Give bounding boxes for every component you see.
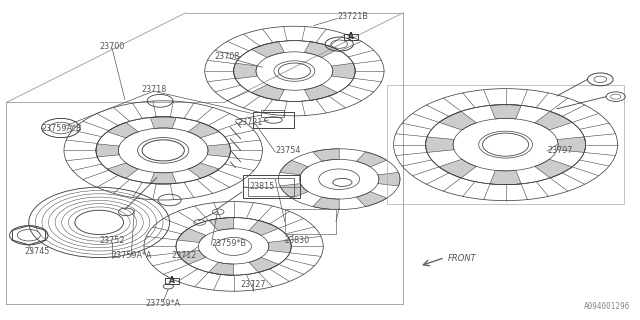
Wedge shape [150,117,176,128]
Text: 23759A*A: 23759A*A [111,252,152,260]
Wedge shape [332,63,355,79]
Wedge shape [268,240,291,253]
Wedge shape [252,84,284,100]
Bar [243,175,300,198]
Text: A094001296: A094001296 [584,302,630,311]
Wedge shape [557,137,586,152]
Text: 23759*A: 23759*A [146,299,180,308]
Wedge shape [249,257,278,272]
Bar [253,112,294,128]
Wedge shape [108,123,138,138]
Wedge shape [426,137,454,152]
Text: 23754: 23754 [275,146,301,155]
Bar [285,209,336,234]
Wedge shape [490,105,521,119]
Text: A: A [348,32,355,41]
Wedge shape [252,42,284,58]
Text: 23727: 23727 [240,280,266,289]
Wedge shape [188,163,219,178]
Wedge shape [177,228,206,243]
Wedge shape [313,197,339,210]
Bar [165,278,179,284]
Wedge shape [490,170,521,185]
Wedge shape [150,172,176,184]
Wedge shape [439,159,476,178]
Text: 23745: 23745 [24,247,50,256]
Wedge shape [356,152,387,167]
Wedge shape [207,144,230,157]
Wedge shape [209,218,234,230]
Bar [261,110,284,117]
Bar [248,178,294,196]
Text: 23759*B: 23759*B [211,239,246,248]
Wedge shape [305,42,337,58]
Wedge shape [313,149,339,161]
Text: 23797: 23797 [547,146,573,155]
Wedge shape [378,172,400,186]
Text: 23721: 23721 [237,118,262,127]
Wedge shape [234,63,257,79]
Wedge shape [108,163,138,178]
Text: 23721B: 23721B [337,12,368,21]
Wedge shape [439,111,476,130]
Wedge shape [96,144,119,157]
Wedge shape [249,220,278,236]
Wedge shape [535,111,572,130]
Text: 23700: 23700 [99,42,125,51]
Bar [344,34,358,40]
Text: 23815: 23815 [250,182,275,191]
Bar [387,85,624,204]
Text: 23752: 23752 [99,236,125,245]
Text: 23708: 23708 [214,52,240,60]
Wedge shape [535,159,572,178]
Text: 23830: 23830 [285,236,310,245]
Text: FRONT: FRONT [448,254,477,263]
Wedge shape [356,192,387,207]
Wedge shape [280,160,308,175]
Text: 23759A*B: 23759A*B [42,124,82,132]
Text: A: A [169,276,175,285]
Wedge shape [188,123,219,138]
Text: 23712: 23712 [172,252,197,260]
Wedge shape [177,250,206,264]
Wedge shape [280,184,308,198]
Wedge shape [305,84,337,100]
Wedge shape [209,262,234,275]
Text: 23718: 23718 [141,85,166,94]
